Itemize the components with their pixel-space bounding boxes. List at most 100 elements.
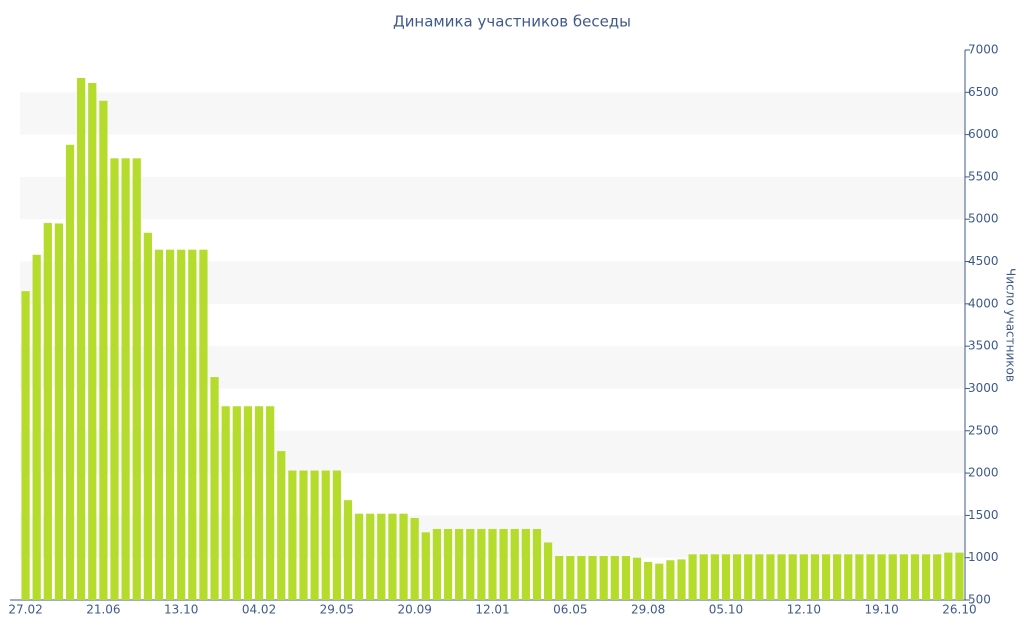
- y-axis-title: Число участников: [1004, 268, 1018, 382]
- bar: [521, 528, 530, 600]
- x-tick-label: 29.08: [631, 603, 665, 617]
- bar: [933, 554, 942, 600]
- bar: [254, 406, 264, 600]
- bar: [699, 554, 708, 600]
- bar: [588, 556, 597, 600]
- bar: [277, 451, 286, 600]
- bar: [621, 556, 631, 600]
- bar: [555, 556, 564, 600]
- bar: [532, 528, 542, 600]
- x-tick-label: 27.02: [8, 603, 42, 617]
- bar: [455, 528, 464, 600]
- bar: [755, 554, 764, 600]
- bar: [65, 144, 75, 600]
- bar: [177, 249, 186, 600]
- bar: [88, 83, 97, 600]
- bar: [377, 513, 386, 600]
- bar: [944, 552, 953, 600]
- bar: [677, 559, 686, 600]
- y-tick-label: 7000: [968, 43, 999, 57]
- bar: [432, 528, 442, 600]
- bar: [332, 470, 341, 600]
- bar: [632, 557, 642, 600]
- bar: [443, 528, 453, 600]
- bar: [777, 554, 786, 600]
- x-tick-label: 29.05: [320, 603, 354, 617]
- bar: [354, 513, 364, 600]
- bar: [221, 406, 230, 600]
- bar: [188, 249, 197, 600]
- bar: [477, 528, 486, 600]
- x-tick-label: 26.10: [942, 603, 976, 617]
- bar: [877, 554, 886, 600]
- y-tick-label: 2500: [968, 423, 999, 437]
- bar: [921, 554, 931, 600]
- bar: [110, 158, 119, 601]
- bar: [165, 249, 175, 600]
- bar: [866, 554, 875, 600]
- x-tick-label: 21.06: [86, 603, 120, 617]
- bar: [721, 554, 731, 600]
- bar: [32, 254, 41, 600]
- y-tick-label: 5500: [968, 169, 999, 183]
- bar: [210, 377, 219, 600]
- y-tick-label: 4000: [968, 296, 999, 310]
- bar: [543, 542, 553, 600]
- bar: [21, 291, 30, 600]
- bar: [121, 158, 130, 601]
- bar: [710, 554, 719, 600]
- bar: [688, 554, 697, 600]
- x-tick-label: 12.10: [787, 603, 821, 617]
- x-tick-label: 13.10: [164, 603, 198, 617]
- chart-title: Динамика участников беседы: [393, 13, 631, 31]
- bar: [644, 561, 653, 600]
- bar: [499, 528, 508, 600]
- bar: [232, 406, 241, 600]
- bar: [77, 77, 86, 600]
- bar: [788, 554, 797, 600]
- bar: [799, 554, 808, 600]
- bar: [488, 528, 497, 600]
- bar: [744, 554, 753, 600]
- bar: [421, 532, 430, 600]
- bar: [321, 470, 330, 600]
- bar: [310, 470, 319, 600]
- y-tick-label: 3500: [968, 339, 999, 353]
- bar: [821, 554, 831, 600]
- y-tick-label: 5000: [968, 212, 999, 226]
- bar: [288, 470, 297, 600]
- y-tick-label: 6500: [968, 85, 999, 99]
- bar: [343, 500, 353, 600]
- x-tick-label: 05.10: [709, 603, 743, 617]
- y-tick-label: 1500: [968, 508, 999, 522]
- bar: [566, 556, 575, 600]
- y-tick-label: 500: [968, 593, 991, 607]
- bar: [955, 552, 964, 600]
- bar: [199, 249, 208, 600]
- bar: [599, 556, 608, 600]
- bar: [43, 223, 52, 601]
- bar: [143, 232, 152, 600]
- bar: [410, 517, 419, 600]
- y-tick-label: 1000: [968, 550, 999, 564]
- bar: [510, 528, 519, 600]
- bar: [732, 554, 742, 600]
- bar: [844, 554, 853, 600]
- bar: [266, 406, 275, 600]
- bar: [855, 554, 864, 600]
- y-tick-label: 2000: [968, 466, 999, 480]
- x-tick-label: 04.02: [242, 603, 276, 617]
- bar: [810, 554, 820, 600]
- bar: [610, 556, 619, 600]
- y-tick-label: 4500: [968, 254, 999, 268]
- bar: [910, 554, 920, 600]
- y-tick-label: 3000: [968, 381, 999, 395]
- bar: [655, 563, 664, 600]
- bar: [54, 223, 64, 600]
- bar: [399, 513, 408, 600]
- bar: [243, 406, 253, 600]
- bar: [466, 528, 475, 600]
- bar: [154, 249, 164, 600]
